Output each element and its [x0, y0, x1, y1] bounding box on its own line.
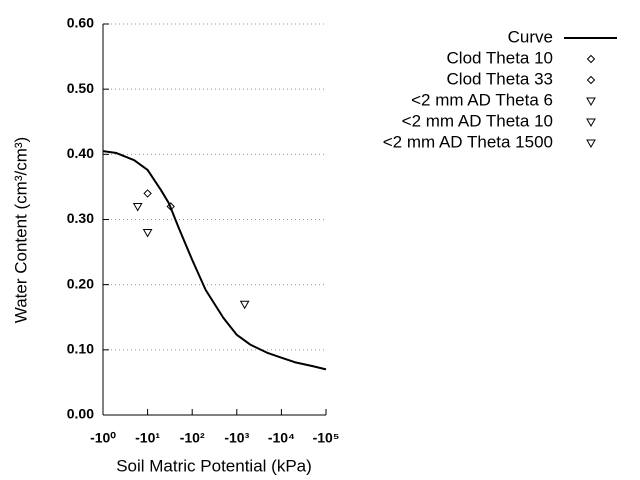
triangle-marker: [132, 202, 143, 212]
x-tick-label: -10⁴: [268, 430, 295, 446]
triangle-marker: [586, 97, 596, 107]
legend-label: <2 mm AD Theta 6: [411, 90, 553, 109]
x-tick-label: -10⁰: [90, 430, 116, 446]
legend-label: Curve: [508, 27, 553, 46]
y-axis-label: Water Content (cm³/cm³): [11, 137, 30, 323]
y-tick-label: 0.10: [67, 341, 94, 357]
legend-label: <2 mm AD Theta 10: [402, 111, 553, 130]
y-tick-label: 0.40: [67, 145, 94, 161]
diamond-marker: [166, 202, 175, 211]
legend-label: Clod Theta 33: [447, 69, 553, 88]
curve: [102, 150, 327, 371]
y-tick-label: 0.30: [67, 210, 94, 226]
x-tick-label: -10²: [180, 430, 205, 446]
x-axis-label: Soil Matric Potential (kPa): [116, 456, 312, 475]
triangle-marker: [239, 300, 250, 310]
x-tick-label: -10¹: [135, 430, 160, 446]
y-tick-label: 0.00: [67, 406, 94, 422]
triangle-marker: [586, 118, 596, 128]
y-tick-label: 0.60: [67, 15, 94, 31]
diamond-marker: [143, 189, 152, 198]
y-tick-label: 0.20: [67, 275, 94, 291]
x-tick-label: -10⁵: [313, 430, 340, 446]
diamond-marker: [586, 54, 596, 64]
legend-label: Clod Theta 10: [447, 48, 553, 67]
triangle-marker: [142, 229, 153, 238]
triangle-marker: [586, 139, 596, 149]
legend-label: <2 mm AD Theta 1500: [383, 132, 553, 151]
y-tick-label: 0.50: [67, 80, 94, 96]
diamond-marker: [586, 75, 596, 85]
x-tick-label: -10³: [224, 430, 249, 446]
